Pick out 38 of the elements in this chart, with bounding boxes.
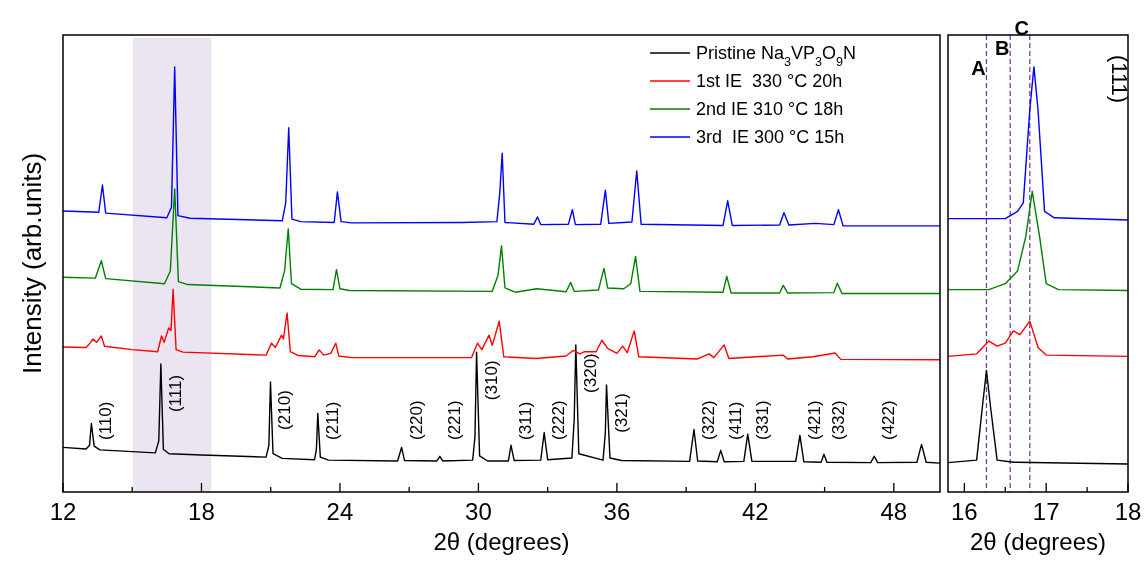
annotation: (111): [165, 374, 185, 413]
annotation: (111): [1107, 55, 1132, 104]
legend-label: Pristine Na$_{3}$VP$_{3}$O$_{9}$N: [696, 43, 857, 69]
annotation: (222): [549, 400, 569, 440]
x-tick-label: 16: [951, 498, 978, 525]
annotation: (211): [322, 401, 342, 440]
x-tick-label: 18: [1114, 498, 1142, 525]
legend-label: 3rd IE 300 °C 15h: [696, 127, 845, 147]
annotation: (220): [406, 400, 426, 440]
annotation: (210): [275, 390, 295, 430]
x-axis-title: 2θ (degrees): [969, 528, 1107, 555]
annotation: (322): [698, 400, 718, 440]
ref-line-label: B: [994, 37, 1010, 59]
x-tick-label: 42: [742, 498, 769, 525]
x-tick-label: 24: [326, 498, 354, 525]
x-tick-label: 30: [465, 498, 492, 525]
annotation: (421): [804, 400, 824, 440]
annotation: (422): [879, 400, 899, 440]
annotation: (411): [725, 401, 745, 440]
ref-line-label: C: [1014, 17, 1030, 39]
x-axis-title: 2θ (degrees): [433, 528, 570, 555]
annotation: (311): [515, 401, 535, 440]
annotation: (221): [444, 400, 464, 440]
x-tick-label: 48: [880, 498, 908, 525]
annotation: (332): [828, 400, 848, 440]
annotation: (320): [580, 353, 600, 393]
annotation: (310): [481, 360, 501, 401]
legend-label: 2nd IE 310 °C 18h: [696, 99, 844, 119]
y-axis-title: Intensity (arb.units): [17, 152, 47, 375]
legend-label: 1st IE 330 °C 20h: [696, 71, 843, 91]
x-tick-label: 17: [1032, 498, 1060, 525]
x-tick-label: 36: [603, 498, 631, 525]
annotation: (331): [752, 400, 772, 440]
annotation: (110): [96, 401, 116, 440]
annotation: (321): [611, 393, 631, 433]
ref-line-label: A: [971, 57, 986, 79]
x-tick-label: 18: [188, 498, 215, 525]
x-tick-label: 12: [49, 498, 77, 525]
